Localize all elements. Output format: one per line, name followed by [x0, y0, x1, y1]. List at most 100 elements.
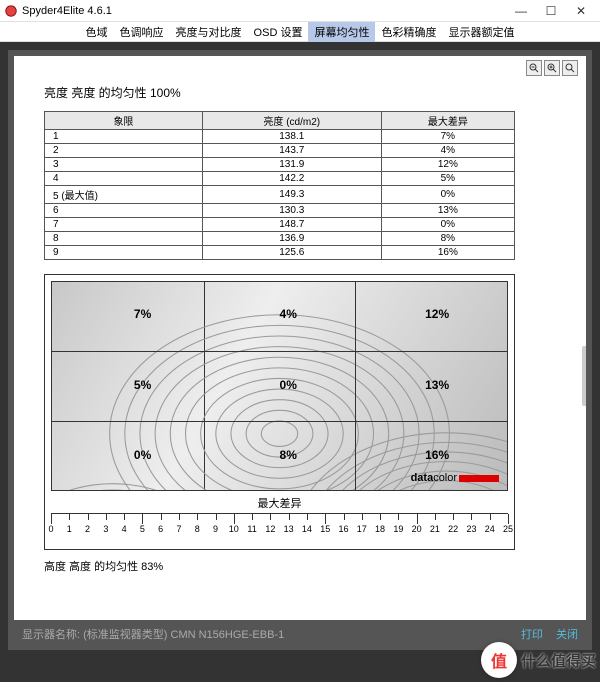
table-cell: 8: [45, 232, 203, 246]
table-cell: 143.7: [202, 144, 381, 158]
table-row: 6130.313%: [45, 204, 515, 218]
table-cell: 7: [45, 218, 203, 232]
table-cell: 149.3: [202, 186, 381, 204]
axis-tick: [88, 514, 89, 520]
axis-tick-label: 6: [158, 524, 163, 534]
table-row: 4142.25%: [45, 172, 515, 186]
axis-tick-label: 15: [320, 524, 330, 534]
table-row: 2143.74%: [45, 144, 515, 158]
grid-cell-label: 12%: [425, 307, 449, 321]
grid-cell-label: 5%: [134, 378, 151, 392]
axis-tick: [234, 514, 235, 524]
table-cell: 5 (最大值): [45, 186, 203, 204]
table-cell: 7%: [381, 130, 514, 144]
menu-item[interactable]: 显示器额定值: [442, 22, 520, 42]
table-row: 7148.70%: [45, 218, 515, 232]
grid-cell-label: 0%: [280, 378, 297, 392]
axis-tick-label: 3: [103, 524, 108, 534]
axis-tick-label: 0: [48, 524, 53, 534]
print-link[interactable]: 打印: [521, 629, 543, 641]
menu-item[interactable]: 亮度与对比度: [170, 22, 248, 42]
table-cell: 16%: [381, 246, 514, 260]
table-cell: 4: [45, 172, 203, 186]
maximize-button[interactable]: ☐: [536, 1, 566, 21]
axis-tick: [69, 514, 70, 520]
grid-cell-label: 0%: [134, 448, 151, 462]
table-header: 亮度 (cd/m2): [202, 112, 381, 130]
watermark-icon: 值: [481, 642, 517, 678]
axis-tick-label: 4: [122, 524, 127, 534]
app-body: 亮度 亮度 的均匀性 100% 象限亮度 (cd/m2)最大差异 1138.17…: [0, 42, 600, 682]
menu-item[interactable]: 屏幕均匀性: [308, 22, 375, 42]
uniformity-table: 象限亮度 (cd/m2)最大差异 1138.17%2143.74%3131.91…: [44, 111, 515, 260]
menu-item[interactable]: 色彩精确度: [375, 22, 442, 42]
menu-item[interactable]: 色调响应: [114, 22, 170, 42]
close-button[interactable]: ✕: [566, 1, 596, 21]
axis-tick: [142, 514, 143, 524]
minimize-button[interactable]: —: [506, 1, 536, 21]
axis-tick-label: 13: [284, 524, 294, 534]
axis-tick-label: 12: [265, 524, 275, 534]
window-titlebar: Spyder4Elite 4.6.1 — ☐ ✕: [0, 0, 600, 22]
table-cell: 2: [45, 144, 203, 158]
axis-tick: [344, 514, 345, 520]
table-cell: 142.2: [202, 172, 381, 186]
menu-item[interactable]: 色域: [80, 22, 114, 42]
axis-tick-label: 19: [393, 524, 403, 534]
axis-tick: [252, 514, 253, 520]
zoom-fit-button[interactable]: [562, 60, 578, 76]
table-cell: 0%: [381, 218, 514, 232]
table-cell: 9: [45, 246, 203, 260]
axis-tick-label: 8: [195, 524, 200, 534]
axis-tick: [325, 514, 326, 524]
monitor-name-label: 显示器名称: (标准监视器类型) CMN N156HGE-EBB-1: [22, 626, 284, 642]
table-cell: 131.9: [202, 158, 381, 172]
menu-bar: 色域色调响应亮度与对比度OSD 设置屏幕均匀性色彩精确度显示器额定值: [0, 22, 600, 42]
section-heading: 亮度 亮度 的均匀性 100%: [44, 84, 556, 101]
axis-tick-label: 24: [485, 524, 495, 534]
table-cell: 13%: [381, 204, 514, 218]
chart-axis: 0123456789101112131415161718192021222324…: [51, 513, 508, 543]
axis-tick: [179, 514, 180, 520]
table-cell: 136.9: [202, 232, 381, 246]
menu-item[interactable]: OSD 设置: [248, 22, 309, 42]
zoom-in-button[interactable]: [544, 60, 560, 76]
axis-tick: [508, 514, 509, 524]
watermark-text: 什么值得买: [521, 650, 596, 671]
axis-tick: [270, 514, 271, 520]
axis-tick-label: 10: [229, 524, 239, 534]
axis-tick-label: 7: [176, 524, 181, 534]
table-cell: 8%: [381, 232, 514, 246]
axis-tick: [417, 514, 418, 524]
axis-tick: [471, 514, 472, 520]
window-title: Spyder4Elite 4.6.1: [22, 5, 506, 17]
scrollbar-thumb[interactable]: [582, 346, 586, 406]
axis-tick: [307, 514, 308, 520]
grid-cell-label: 7%: [134, 307, 151, 321]
zoom-out-button[interactable]: [526, 60, 542, 76]
axis-tick: [106, 514, 107, 520]
grid-cell-label: 8%: [280, 448, 297, 462]
grid-cell-label: 13%: [425, 378, 449, 392]
close-link[interactable]: 关闭: [556, 629, 578, 641]
axis-tick: [51, 514, 52, 524]
app-icon: [4, 4, 18, 18]
axis-tick: [398, 514, 399, 520]
brand-logo: datacolor: [411, 472, 499, 484]
report-page: 亮度 亮度 的均匀性 100% 象限亮度 (cd/m2)最大差异 1138.17…: [14, 56, 586, 620]
table-row: 5 (最大值)149.30%: [45, 186, 515, 204]
table-row: 8136.98%: [45, 232, 515, 246]
uniformity-chart: datacolor 7%4%12%5%0%13%0%8%16% 最大差异 012…: [44, 274, 515, 550]
table-cell: 148.7: [202, 218, 381, 232]
table-cell: 1: [45, 130, 203, 144]
axis-tick-label: 1: [67, 524, 72, 534]
table-header: 最大差异: [381, 112, 514, 130]
table-cell: 6: [45, 204, 203, 218]
table-cell: 12%: [381, 158, 514, 172]
table-cell: 125.6: [202, 246, 381, 260]
axis-tick: [435, 514, 436, 520]
contour-grid: datacolor 7%4%12%5%0%13%0%8%16%: [51, 281, 508, 491]
axis-tick: [362, 514, 363, 520]
table-cell: 5%: [381, 172, 514, 186]
axis-tick-label: 23: [466, 524, 476, 534]
